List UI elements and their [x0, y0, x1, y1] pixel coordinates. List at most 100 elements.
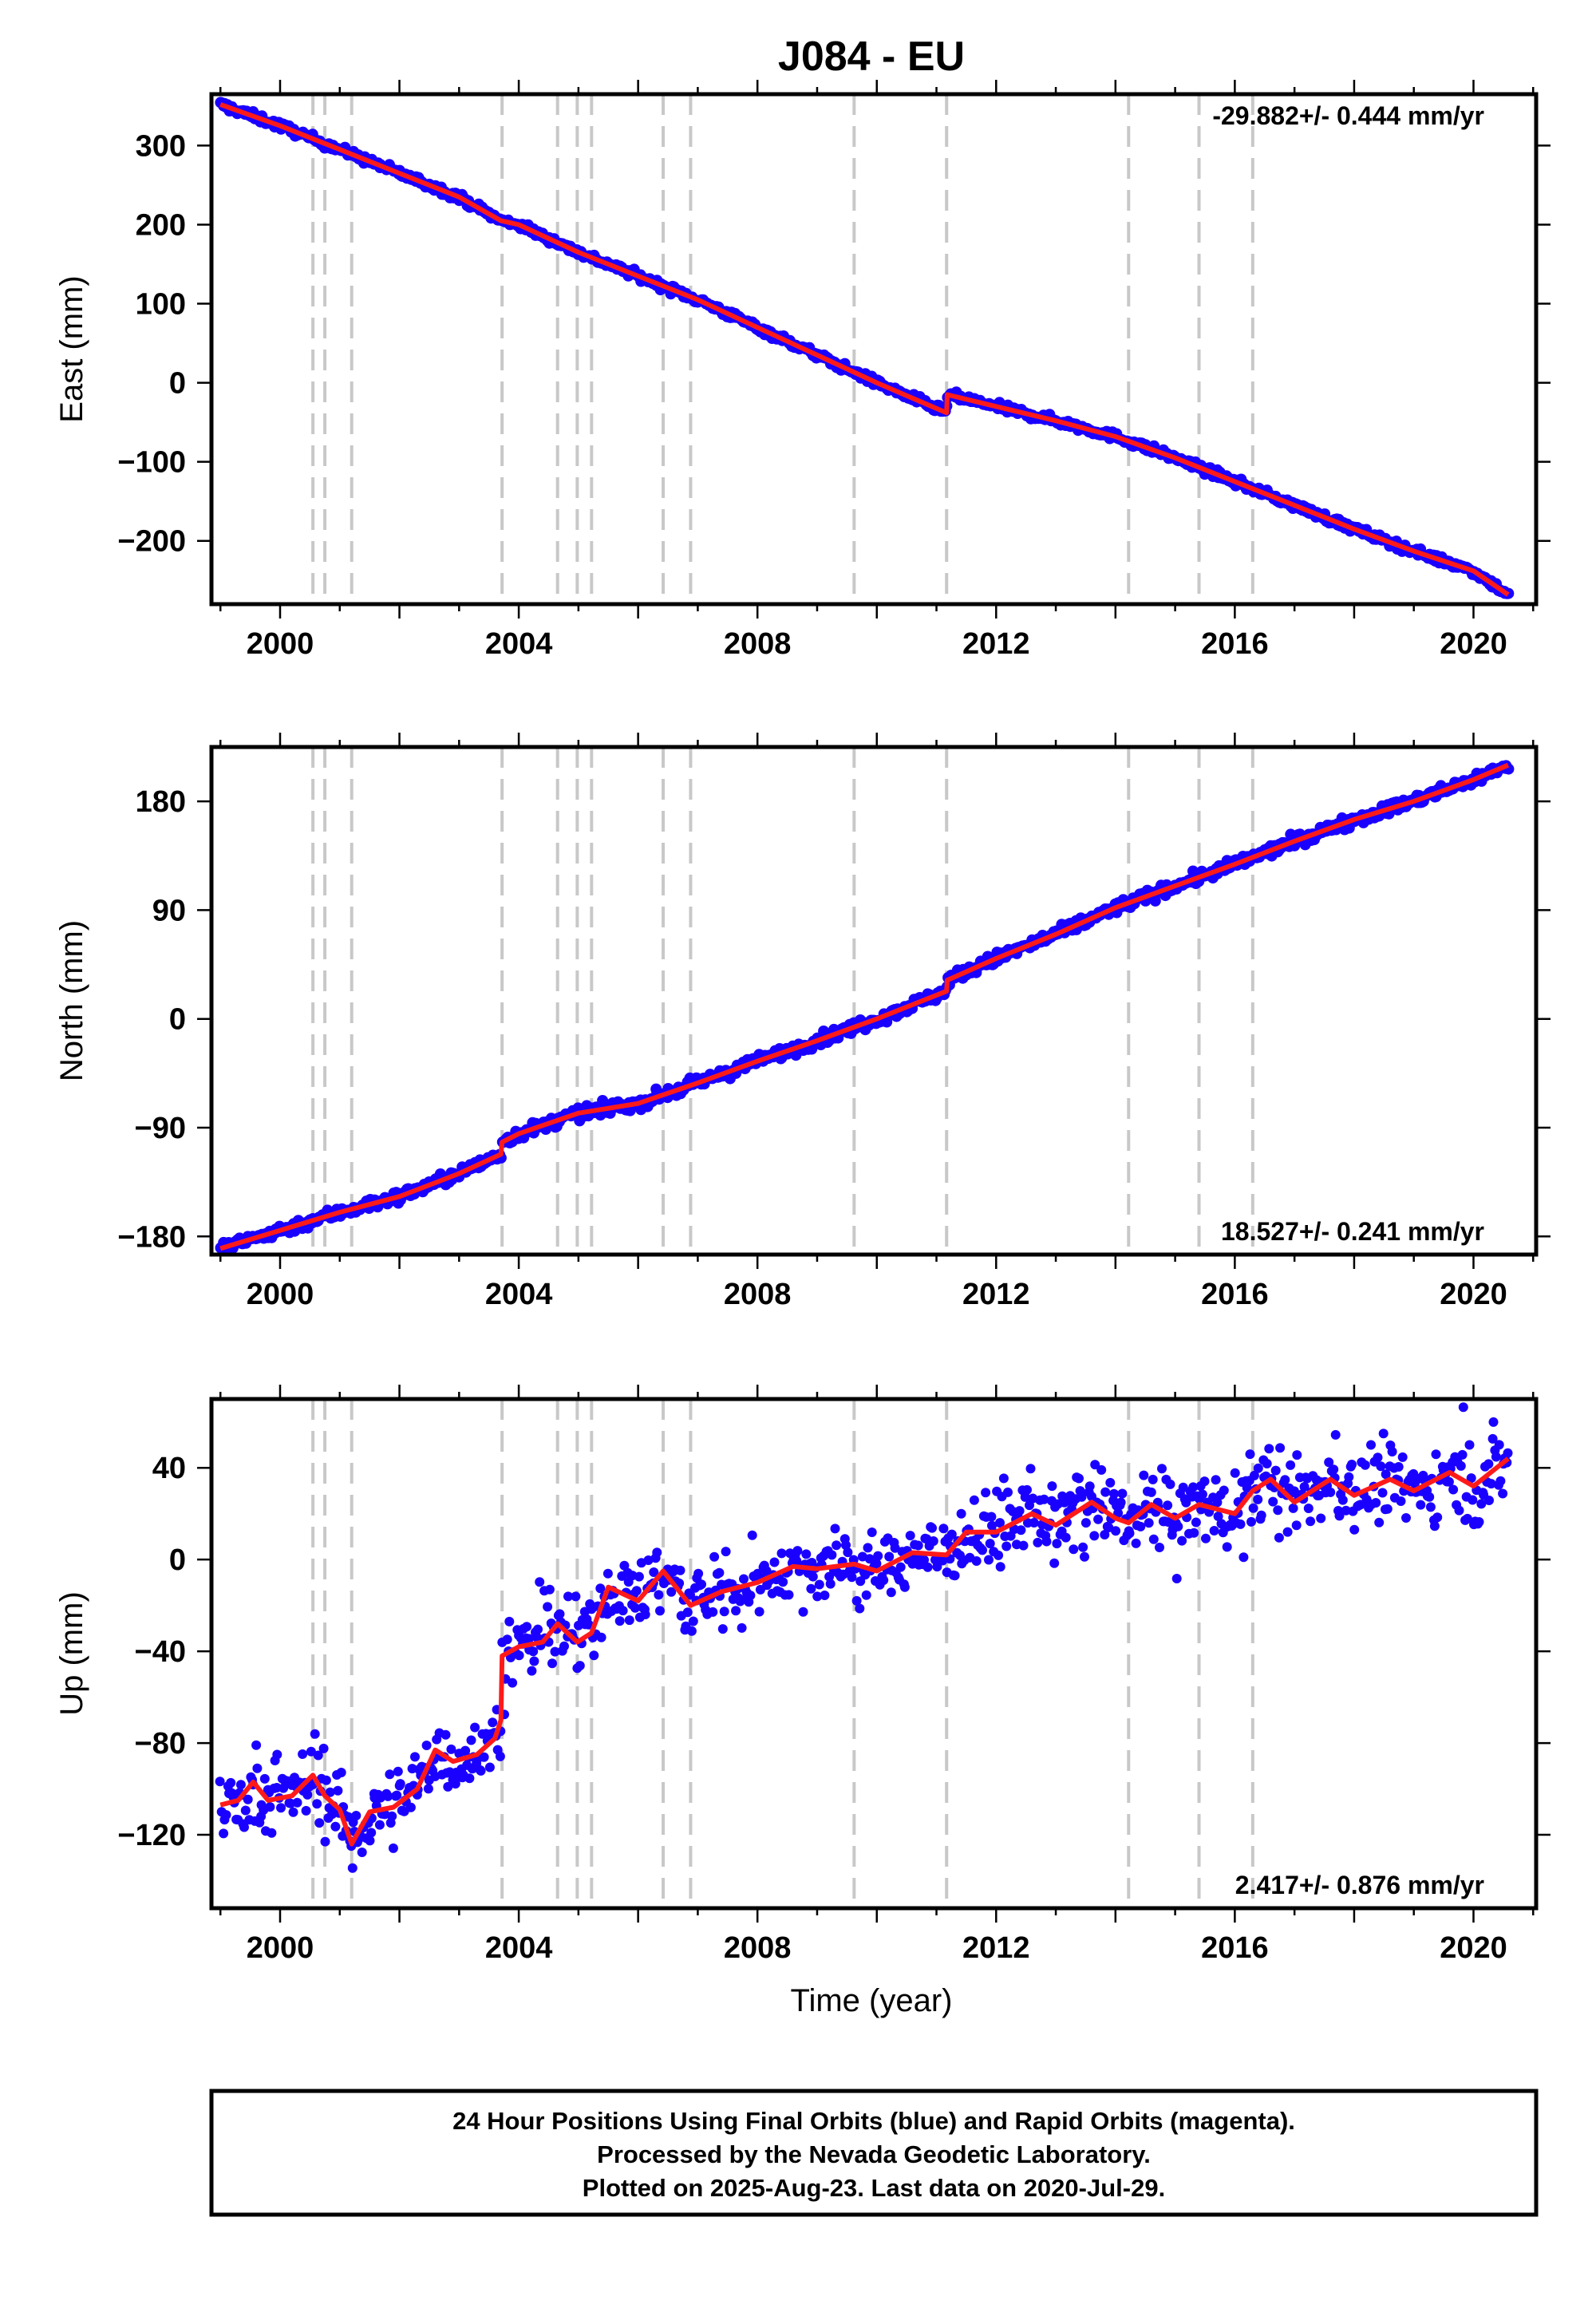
- up-data-point: [1074, 1473, 1084, 1484]
- up-data-point: [814, 1579, 824, 1590]
- up-data-point: [252, 1763, 263, 1773]
- up-data-point: [321, 1775, 331, 1785]
- up-data-point: [1080, 1551, 1089, 1562]
- up-data-point: [666, 1587, 677, 1597]
- up-data-point: [867, 1528, 877, 1537]
- north-y-tick-label: 0: [169, 1003, 186, 1037]
- up-data-point: [543, 1602, 553, 1612]
- up-data-point: [589, 1650, 599, 1661]
- up-data-point: [798, 1607, 808, 1617]
- up-x-ticks: 2000 2004 2008 2012 2016 2020: [219, 1385, 1535, 1965]
- up-data-point: [312, 1799, 322, 1809]
- up-data-point: [470, 1722, 480, 1733]
- up-data-point: [265, 1802, 275, 1812]
- up-data-point: [1061, 1532, 1071, 1543]
- up-data-point: [714, 1567, 725, 1578]
- up-data-point: [913, 1540, 923, 1551]
- up-data-point: [693, 1568, 704, 1579]
- up-data-point: [938, 1555, 948, 1566]
- north-x-tick-label: 2016: [1201, 1278, 1269, 1311]
- north-model-line: [219, 762, 1510, 1251]
- up-data-point: [1329, 1464, 1339, 1475]
- up-data-point: [719, 1607, 729, 1617]
- up-data-point: [697, 1579, 706, 1590]
- up-data-point: [1275, 1443, 1286, 1453]
- north-y-tick-label: −180: [117, 1220, 186, 1254]
- up-data-point: [1212, 1497, 1223, 1508]
- up-data-point: [630, 1603, 640, 1613]
- east-y-tick-label: 300: [136, 129, 186, 163]
- up-data-point: [259, 1773, 270, 1784]
- up-data-point: [1349, 1524, 1360, 1535]
- up-data-point: [351, 1811, 361, 1820]
- footer-frame: [209, 2089, 1539, 2217]
- up-data-point: [1238, 1552, 1249, 1563]
- up-data-point: [841, 1540, 851, 1551]
- up-data-point: [1429, 1521, 1440, 1531]
- up-data-point: [871, 1559, 882, 1569]
- up-data-point: [1495, 1476, 1506, 1486]
- up-data-point: [1069, 1544, 1079, 1555]
- up-data-point: [731, 1606, 741, 1616]
- up-frame: [209, 1397, 1539, 1911]
- up-data-point: [1503, 1448, 1513, 1458]
- up-data-point: [812, 1591, 823, 1602]
- up-data-point: [987, 1520, 997, 1531]
- up-data-point: [1165, 1479, 1175, 1489]
- up-data-point: [1256, 1510, 1266, 1520]
- up-data-point: [385, 1769, 395, 1780]
- up-y-tick-label: 40: [152, 1452, 186, 1485]
- up-data-point: [1245, 1449, 1255, 1460]
- up-data-point: [1464, 1440, 1475, 1450]
- up-data-point: [895, 1562, 906, 1572]
- up-data-point: [563, 1591, 573, 1602]
- up-data-point: [1344, 1472, 1354, 1482]
- up-data-point: [306, 1746, 316, 1757]
- up-data-point: [643, 1555, 654, 1565]
- up-data-point: [388, 1843, 398, 1853]
- up-data-point: [1181, 1497, 1191, 1508]
- east-x-tick-label: 2004: [485, 627, 553, 661]
- up-data-point: [1291, 1520, 1302, 1531]
- up-data-point: [533, 1624, 543, 1634]
- up-data-point: [938, 1524, 949, 1534]
- up-data-point: [302, 1789, 313, 1800]
- up-data-point: [801, 1549, 812, 1559]
- up-data-point: [825, 1579, 836, 1589]
- up-data-point: [1424, 1492, 1435, 1502]
- up-data-point: [1020, 1492, 1030, 1502]
- up-data-point: [1270, 1465, 1281, 1476]
- up-data-point: [1280, 1475, 1290, 1485]
- up-data-point: [950, 1571, 960, 1581]
- up-data-point: [1230, 1468, 1240, 1478]
- up-data-point: [685, 1590, 695, 1600]
- up-data-point: [1416, 1500, 1426, 1510]
- up-data-point: [1093, 1514, 1104, 1524]
- up-data-point: [847, 1572, 857, 1583]
- up-data-point: [446, 1744, 456, 1754]
- up-data-point: [288, 1807, 298, 1817]
- up-data-point: [721, 1547, 731, 1557]
- up-data-point: [806, 1583, 816, 1594]
- up-data-point: [649, 1567, 659, 1577]
- up-data-point: [1387, 1447, 1397, 1456]
- up-y-tick-label: −80: [135, 1727, 186, 1761]
- up-data-point: [985, 1539, 995, 1549]
- up-x-tick-label: 2004: [485, 1931, 553, 1965]
- up-data-point: [995, 1562, 1005, 1572]
- up-data-point: [1366, 1440, 1376, 1450]
- up-data-point: [318, 1743, 329, 1753]
- up-data-point: [884, 1551, 895, 1562]
- up-data-point: [1014, 1506, 1025, 1516]
- up-data-point: [1246, 1516, 1256, 1527]
- up-data-point: [873, 1551, 883, 1561]
- up-data-point: [1022, 1484, 1032, 1495]
- up-data-point: [1347, 1460, 1357, 1469]
- up-data-point: [1157, 1464, 1167, 1474]
- up-data-point: [555, 1609, 565, 1619]
- up-data-point: [602, 1568, 613, 1579]
- up-data-point: [544, 1584, 555, 1595]
- up-data-point: [1201, 1533, 1211, 1543]
- up-data-point: [325, 1787, 335, 1797]
